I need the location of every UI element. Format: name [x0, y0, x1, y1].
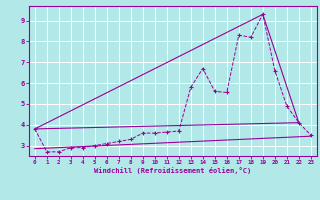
X-axis label: Windchill (Refroidissement éolien,°C): Windchill (Refroidissement éolien,°C) — [94, 167, 252, 174]
